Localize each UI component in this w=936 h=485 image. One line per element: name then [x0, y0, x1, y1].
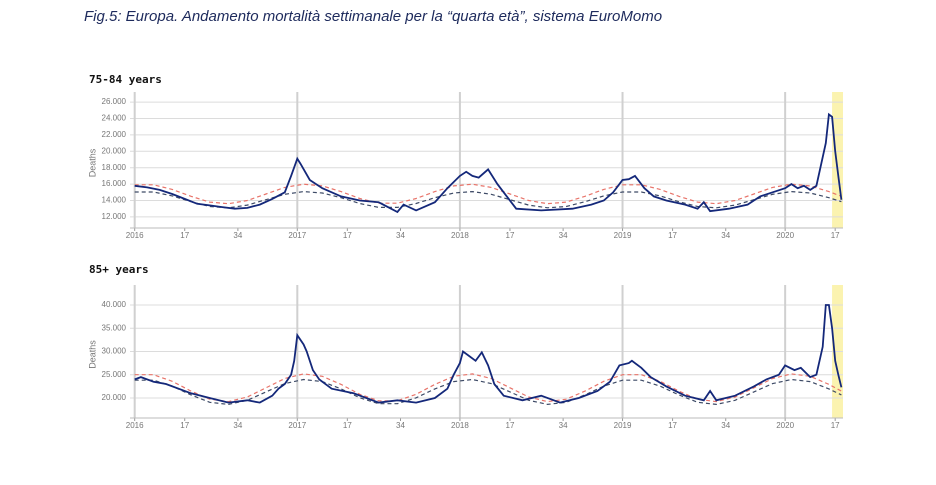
y-axis-label: Deaths [87, 148, 97, 177]
series-line [134, 373, 842, 403]
series-line [134, 190, 842, 209]
y-tick-label: 30.000 [102, 347, 127, 356]
x-tick-label: 17 [180, 421, 189, 430]
x-tick-label: 34 [559, 421, 568, 430]
series-line [134, 112, 843, 214]
x-tick-label: 2016 [126, 231, 144, 240]
x-tick-label: 2020 [776, 231, 794, 240]
x-tick-label: 34 [233, 231, 242, 240]
x-tick-label: 17 [343, 421, 352, 430]
x-tick-label: 2017 [288, 421, 306, 430]
panel-title: 85+ years [89, 263, 149, 276]
x-tick-label: 2017 [288, 231, 306, 240]
y-tick-label: 12.000 [102, 212, 127, 221]
x-tick-label: 34 [721, 231, 730, 240]
series-line [134, 304, 843, 404]
y-tick-label: 20.000 [102, 146, 127, 155]
x-tick-label: 17 [506, 231, 515, 240]
x-tick-label: 17 [831, 231, 840, 240]
x-tick-label: 17 [343, 231, 352, 240]
x-tick-label: 2018 [451, 421, 469, 430]
y-tick-label: 22.000 [102, 130, 127, 139]
x-tick-label: 17 [831, 421, 840, 430]
y-tick-label: 24.000 [102, 114, 127, 123]
x-tick-label: 34 [559, 231, 568, 240]
figure-title: Fig.5: Europa. Andamento mortalità setti… [84, 8, 662, 25]
x-tick-label: 17 [180, 231, 189, 240]
x-tick-label: 17 [668, 421, 677, 430]
y-axis-label: Deaths [87, 340, 97, 369]
y-tick-label: 40.000 [102, 300, 127, 309]
y-tick-label: 18.000 [102, 163, 127, 172]
x-tick-label: 34 [233, 421, 242, 430]
y-tick-label: 26.000 [102, 97, 127, 106]
x-tick-label: 17 [506, 421, 515, 430]
y-tick-label: 35.000 [102, 323, 127, 332]
x-tick-label: 2019 [614, 421, 632, 430]
y-tick-label: 16.000 [102, 179, 127, 188]
highlight-band [832, 92, 843, 228]
panel-title: 75-84 years [89, 73, 162, 86]
y-tick-label: 14.000 [102, 196, 127, 205]
y-tick-label: 25.000 [102, 370, 127, 379]
x-tick-label: 2020 [776, 421, 794, 430]
x-tick-label: 34 [396, 231, 405, 240]
y-tick-label: 20.000 [102, 393, 127, 402]
x-tick-label: 2016 [126, 421, 144, 430]
x-tick-label: 34 [396, 421, 405, 430]
x-tick-label: 2018 [451, 231, 469, 240]
series-line [134, 378, 842, 406]
x-tick-label: 2019 [614, 231, 632, 240]
series-line [134, 183, 842, 205]
x-tick-label: 34 [721, 421, 730, 430]
x-tick-label: 17 [668, 231, 677, 240]
